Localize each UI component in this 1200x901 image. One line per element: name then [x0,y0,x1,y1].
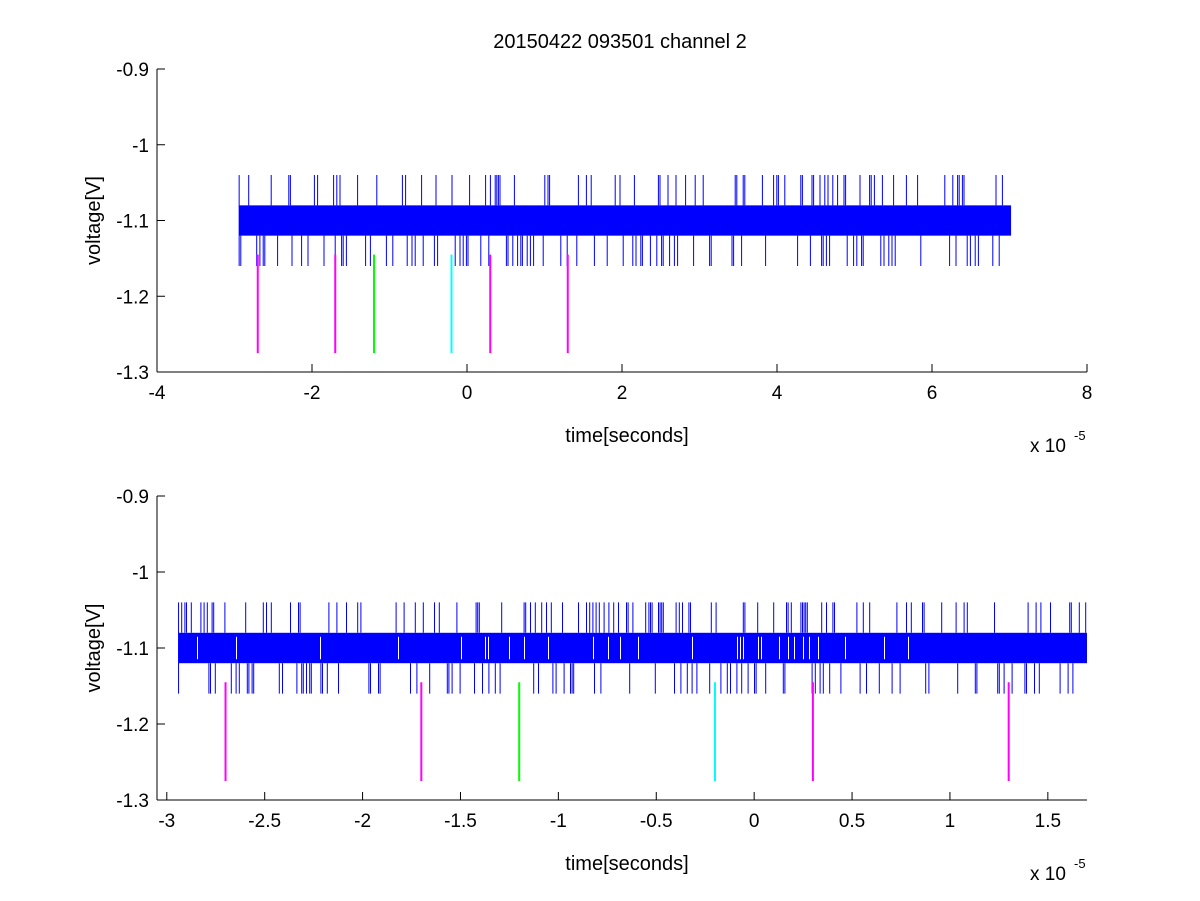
bottom-plot: -0.9 -1 -1.1 -1.2 -1.3 -3 -2.5 -2 -1.5 -1 -0.5 0 0.5… [83,487,1087,885]
x-exponent-label: x 10 [1030,864,1066,885]
x-tick-label: -2 [304,383,321,404]
y-axis-label: voltage[V] [83,176,105,265]
y-tick-label: -0.9 [116,487,149,508]
x-axis-label: time[seconds] [565,853,688,875]
y-tick-label: -1.1 [116,212,149,233]
signal-spikes [240,175,1003,266]
x-tick-label: 8 [1082,383,1093,404]
signal-trace [238,175,1012,266]
y-tick-label: -1 [132,136,149,157]
x-tick-label: 1.5 [1035,811,1061,832]
x-tick-label: 2 [617,383,628,404]
x-tick-label: -0.5 [640,811,673,832]
x-tick-label: -2.5 [248,811,281,832]
x-tick-label: 0 [749,811,760,832]
x-tick-label: 6 [927,383,938,404]
x-exponent-label: x 10 [1030,436,1066,457]
x-tick-label: 0 [462,383,473,404]
signal-gaps [197,636,909,660]
x-axis-label: time[seconds] [565,425,688,447]
chart-title: 20150422 093501 channel 2 [493,31,747,53]
x-tick-label: 0.5 [839,811,865,832]
signal-spikes [181,602,1087,694]
y-tick-label: -1.3 [116,791,149,812]
y-tick-label: -1.1 [116,639,149,660]
x-exponent: -5 [1074,856,1086,871]
x-exponent: -5 [1074,428,1086,443]
y-tick-label: -1.2 [116,287,149,308]
x-tick-label: 1 [945,811,956,832]
x-tick-label: -1 [550,811,567,832]
signal-trace [178,602,1087,694]
x-tick-label: -3 [158,811,175,832]
signal-band [239,205,1012,236]
x-tick-label: -4 [149,383,166,404]
y-tick-label: -1.2 [116,715,149,736]
y-tick-label: -1.3 [116,363,149,384]
y-axis-label: voltage[V] [83,604,105,693]
x-tick-label: -1.5 [444,811,477,832]
y-tick-label: -1 [132,563,149,584]
y-tick-label: -0.9 [116,60,149,81]
x-tick-label: 4 [772,383,783,404]
x-tick-label: -2 [354,811,371,832]
top-plot: -0.9 -1 -1.1 -1.2 -1.3-4 -2 0 2 4 6 8 time[seconds]… [83,60,1092,457]
signal-band [178,632,1087,664]
